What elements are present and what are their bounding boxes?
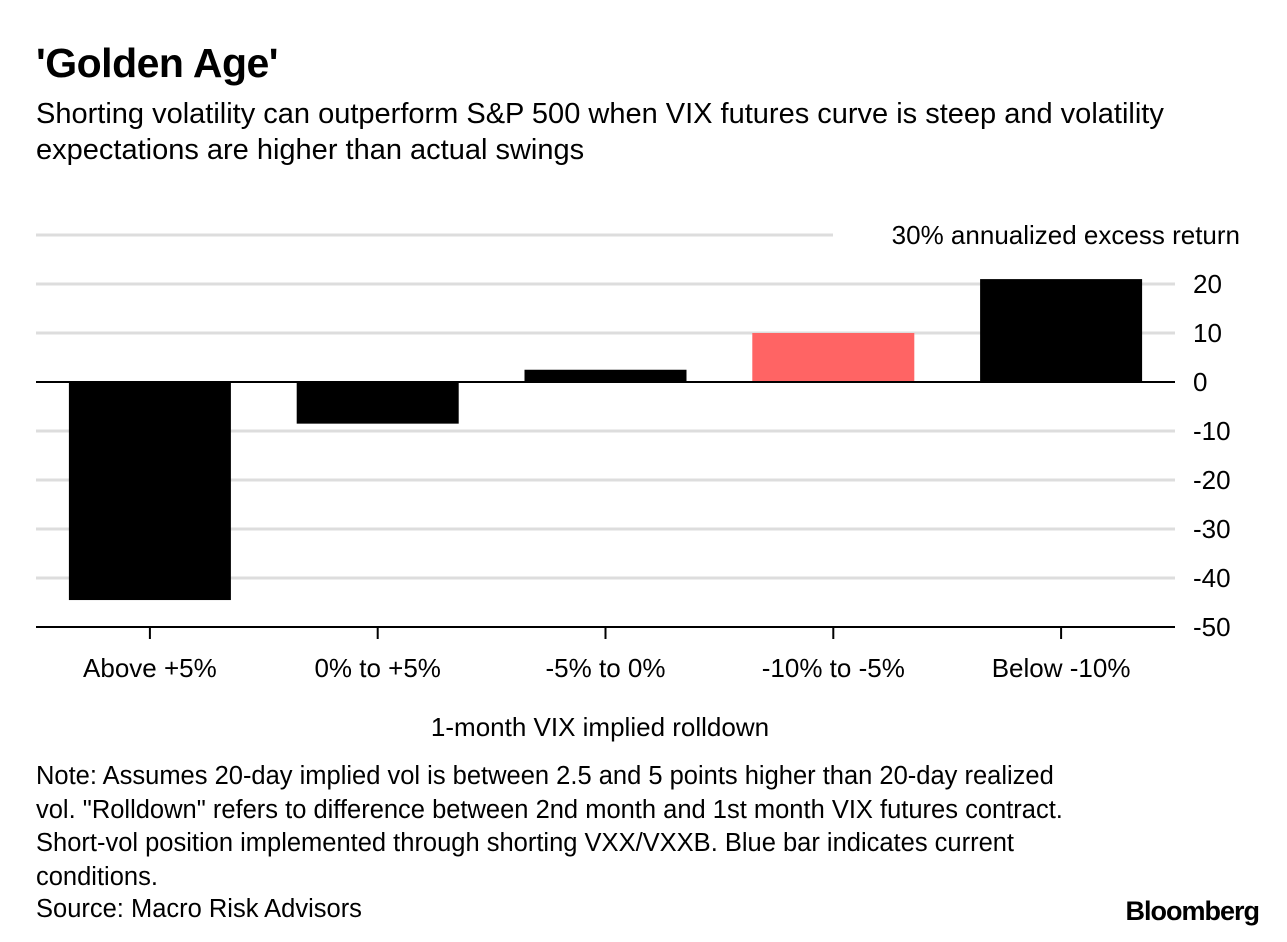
- y-tick-label: -40: [1193, 563, 1231, 593]
- x-tick-label: Below -10%: [992, 653, 1131, 683]
- x-tick-label: -5% to 0%: [546, 653, 666, 683]
- axes: 30% annualized excess return 20 10 0 -10 -20 -…: [36, 220, 1240, 683]
- y-tick-label: 10: [1193, 318, 1222, 348]
- y-tick-label: -30: [1193, 514, 1231, 544]
- x-tick-label: Above +5%: [83, 653, 217, 683]
- y-tick-label: -20: [1193, 465, 1231, 495]
- bar: [524, 369, 687, 382]
- y-tick-label: 20: [1193, 269, 1222, 299]
- y-tick-label: -50: [1193, 612, 1231, 642]
- x-tick-label: 0% to +5%: [314, 653, 440, 683]
- y-tick-label: 0: [1193, 367, 1207, 397]
- bars: [68, 279, 1143, 601]
- y-tick-label: -10: [1193, 416, 1231, 446]
- chart-note: Note: Assumes 20-day implied vol is betw…: [36, 762, 1063, 891]
- bar-chart: 30% annualized excess return 20 10 0 -10 -20 -…: [36, 220, 1240, 683]
- chart-title: 'Golden Age': [36, 40, 279, 86]
- chart-subtitle: Shorting volatility can outperform S&P 5…: [36, 98, 1164, 166]
- bar: [752, 333, 915, 382]
- x-tick-label: -10% to -5%: [762, 653, 905, 683]
- x-axis-label: 1-month VIX implied rolldown: [430, 712, 770, 742]
- bar: [980, 279, 1143, 382]
- bloomberg-logo: Bloomberg: [1125, 896, 1260, 926]
- y-axis-unit-label: 30% annualized excess return: [892, 220, 1240, 250]
- bar: [68, 382, 231, 601]
- chart-source: Source: Macro Risk Advisors: [36, 895, 362, 923]
- bar: [296, 382, 459, 424]
